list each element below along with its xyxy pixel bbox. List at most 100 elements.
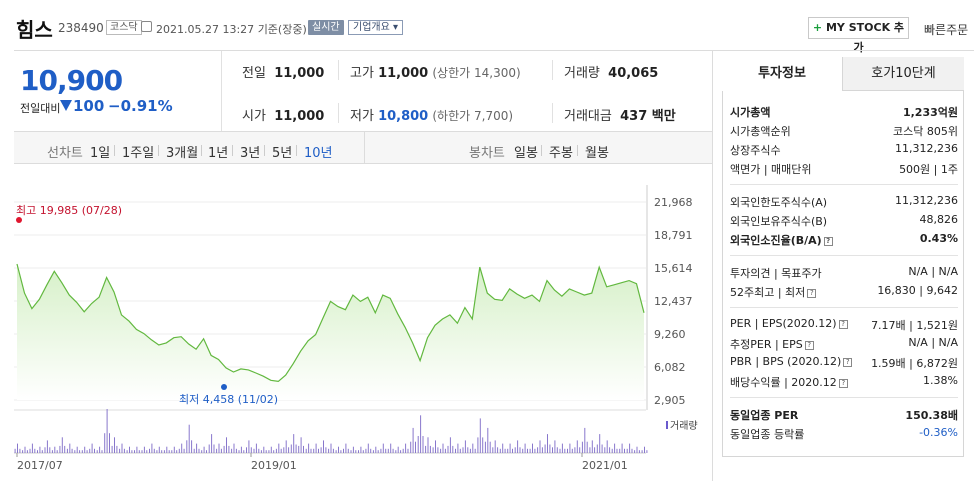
candle-daily[interactable]: 일봉	[514, 146, 538, 161]
volume-bar	[129, 446, 130, 453]
volume-bar	[497, 447, 499, 453]
period-3y[interactable]: 3년	[240, 146, 261, 161]
divider	[730, 397, 958, 398]
volume-bar	[619, 448, 621, 453]
y-tick-label: 6,082	[654, 361, 686, 374]
volume-bar	[340, 450, 342, 453]
volume-bar	[626, 448, 628, 453]
volume-bar	[360, 446, 362, 453]
period-1w[interactable]: 1주일	[122, 146, 155, 161]
period-1y[interactable]: 1년	[208, 146, 229, 161]
mystock-add-button[interactable]: + MY STOCK 추가	[808, 17, 909, 54]
chart-low-label: 최저 4,458 (11/02)	[179, 393, 279, 406]
help-icon[interactable]: ?	[823, 237, 833, 246]
volume-bar	[24, 446, 26, 453]
volume-bar	[206, 450, 207, 453]
volume-bar	[596, 444, 598, 453]
period-5y[interactable]: 5년	[272, 146, 293, 161]
help-icon[interactable]: ?	[838, 320, 848, 329]
volume-bar	[203, 446, 205, 453]
y-tick-label: 15,614	[654, 262, 693, 275]
period-1d[interactable]: 1일	[90, 146, 111, 161]
volume-bar	[347, 448, 349, 453]
volume-bar	[275, 448, 277, 453]
stock-code: 238490	[58, 21, 104, 35]
volume-bar	[606, 440, 608, 453]
volume-bar	[427, 437, 429, 453]
volume-bar	[183, 448, 185, 453]
volume-bar	[629, 443, 631, 453]
help-icon[interactable]: ?	[838, 379, 848, 388]
divider	[730, 184, 958, 185]
volume-bar	[213, 444, 215, 453]
prev-close: 전일 11,000	[242, 66, 325, 81]
volume-bar	[494, 440, 496, 453]
volume-bar	[168, 450, 170, 453]
volume-bar	[482, 437, 484, 453]
candle-weekly[interactable]: 주봉	[549, 146, 573, 161]
volume-bar	[61, 437, 63, 453]
volume-bar	[56, 450, 58, 453]
candle-chart-label: 봉차트	[469, 146, 505, 161]
info-row-foreign-limit: 외국인한도주식수(A) 11,312,236	[730, 194, 958, 209]
divider	[552, 60, 553, 80]
volume-bar	[270, 446, 272, 453]
volume-bar	[300, 437, 302, 453]
volume-bar	[442, 443, 444, 453]
quick-order-link[interactable]: 빠른주문	[924, 23, 969, 37]
volume-bar	[74, 450, 76, 453]
volume-bar	[571, 448, 573, 453]
volume-bar	[462, 447, 464, 453]
help-icon[interactable]: ?	[804, 341, 814, 350]
volume-bar	[365, 448, 367, 453]
info-row-sector-per: 동일업종 PER 150.38배	[730, 409, 958, 422]
plus-icon: +	[812, 21, 823, 34]
volume-bar	[447, 445, 449, 453]
volume-bar	[589, 447, 591, 453]
low-marker	[221, 384, 227, 390]
info-row-foreign-ratio: 외국인소진율(B/A)? 0.43%	[730, 232, 958, 247]
help-icon[interactable]: ?	[807, 289, 817, 298]
price-chart[interactable]: 21,96818,79115,61412,4379,2606,0822,905 …	[14, 165, 714, 480]
divider	[158, 145, 159, 156]
volume: 거래량 40,065	[564, 66, 659, 81]
help-icon[interactable]: ?	[843, 358, 853, 367]
volume-bar	[509, 443, 511, 453]
divider	[730, 307, 958, 308]
volume-bar	[211, 434, 213, 453]
divider	[364, 132, 365, 164]
volume-bar	[305, 448, 307, 453]
volume-bar	[549, 444, 551, 453]
volume-bar	[556, 447, 558, 453]
volume-bar	[86, 450, 88, 453]
volume-bar	[385, 448, 387, 453]
volume-bar	[429, 445, 431, 453]
volume-bar	[64, 445, 66, 453]
realtime-button[interactable]: 실시간	[308, 20, 344, 35]
volume-bar	[283, 447, 285, 453]
info-row-dividend: 배당수익률 | 2020.12? 1.38%	[730, 374, 958, 389]
period-3m[interactable]: 3개월	[166, 146, 199, 161]
volume-bar	[46, 440, 48, 453]
tab-invest-info[interactable]: 투자정보	[722, 57, 843, 91]
volume-bar	[335, 450, 337, 453]
period-10y[interactable]: 10년	[304, 146, 333, 161]
volume-bar	[621, 443, 623, 453]
info-row-par-value: 액면가 | 매매단위 500원 | 1주	[730, 163, 958, 176]
volume-bar	[89, 448, 91, 453]
company-overview-button[interactable]: 기업개요 ▾	[348, 20, 403, 35]
tab-orderbook[interactable]: 호가10단계	[843, 57, 964, 91]
volume-bar	[400, 450, 402, 453]
divider	[338, 60, 339, 80]
open-price: 시가 11,000	[242, 109, 325, 124]
divider	[201, 145, 202, 156]
volume-bar	[420, 415, 422, 453]
candle-monthly[interactable]: 월봉	[585, 146, 609, 161]
volume-bar	[250, 447, 252, 453]
volume-bar	[472, 443, 474, 453]
volume-bar	[246, 447, 247, 453]
divider	[577, 145, 578, 156]
volume-bar	[636, 446, 638, 453]
volume-bar	[502, 443, 504, 453]
volume-bar	[84, 446, 86, 453]
